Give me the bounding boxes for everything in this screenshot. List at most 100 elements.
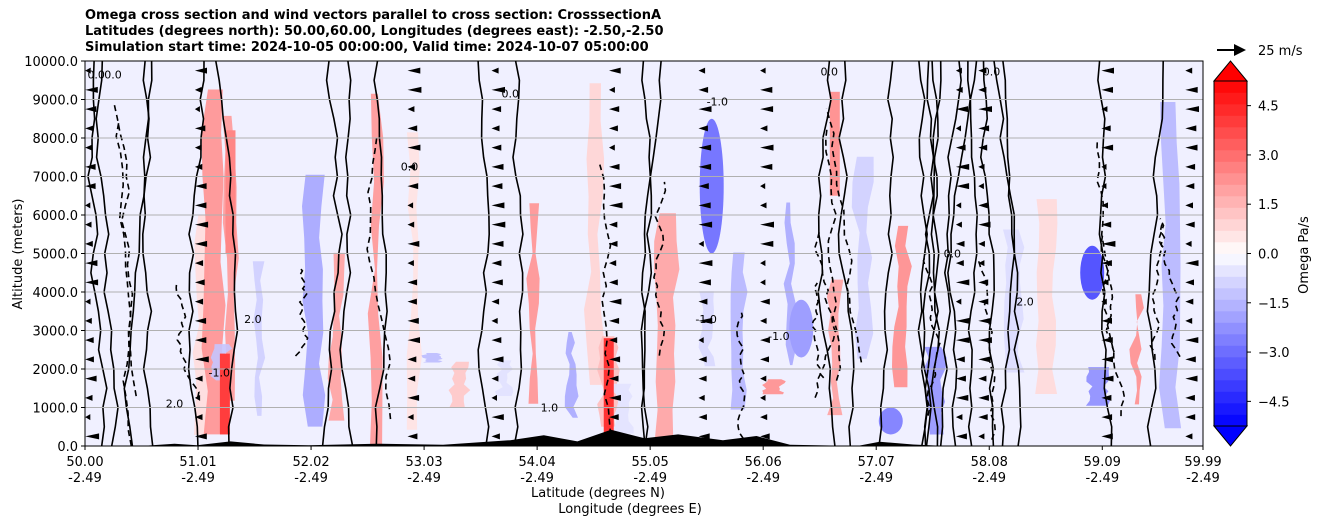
wind-vector — [85, 375, 97, 382]
wind-vector — [1185, 298, 1194, 305]
wind-vector — [698, 67, 706, 74]
contour-label: 2.0 — [166, 398, 184, 411]
wind-vector — [1101, 260, 1112, 267]
contour-label: 0.0 — [401, 161, 419, 174]
wind-vector — [1101, 183, 1107, 190]
x-tick-label-lon: -2.49 — [746, 471, 780, 486]
wind-vector — [978, 144, 988, 151]
wind-vector — [491, 298, 500, 305]
wind-vector — [491, 414, 504, 421]
terrain-profile — [141, 429, 947, 446]
wind-vector — [609, 221, 618, 228]
positive-omega-region — [367, 93, 384, 446]
wind-vector — [85, 394, 93, 401]
colorbar: 4.5 3.0 1.5 0.0 −1.5 −3.0 −4.5 — [1212, 60, 1290, 447]
colorbar-segment — [1214, 288, 1247, 300]
x-tick-label-lat: 54.04 — [519, 455, 556, 470]
wind-vector — [760, 298, 770, 305]
colorbar-segment — [1214, 173, 1247, 185]
contour-label: 0.0 — [820, 66, 838, 79]
colorbar-segment — [1214, 311, 1247, 323]
negative-contour-line — [294, 265, 309, 357]
wind-vector — [85, 279, 99, 286]
wind-vector — [609, 356, 621, 363]
wind-vector — [194, 394, 201, 401]
wind-vector — [1101, 202, 1108, 209]
negative-omega-region — [851, 156, 874, 359]
wind-vector — [760, 221, 774, 228]
positive-omega-region — [762, 379, 786, 395]
wind-vector — [978, 337, 992, 344]
contour-label: 0.0 — [944, 247, 962, 260]
strong-negative-core — [878, 407, 903, 435]
wind-vector — [1185, 394, 1195, 401]
x-tick-label-lat: 52.02 — [292, 455, 329, 470]
colorbar-segment — [1214, 403, 1247, 415]
wind-vector — [1185, 106, 1199, 113]
wind-vector — [85, 106, 97, 113]
negative-omega-region — [421, 353, 443, 363]
wind-vector — [194, 317, 207, 324]
wind-vector — [1101, 394, 1112, 401]
y-tick-label: 1000.0 — [33, 402, 79, 417]
wind-vector — [85, 125, 94, 132]
wind-vector — [85, 298, 91, 305]
wind-vector — [760, 375, 767, 382]
x-tick-label-lat: 58.08 — [971, 455, 1008, 470]
wind-vector — [760, 202, 767, 209]
wind-vector — [978, 163, 985, 170]
wind-vector — [955, 375, 966, 382]
negative-contour-line — [824, 126, 842, 381]
wind-vector — [955, 260, 964, 267]
wind-vector — [1185, 221, 1195, 228]
wind-vector — [760, 414, 768, 421]
wind-vector — [955, 279, 970, 286]
y-tick-label: 10000.0 — [24, 55, 78, 70]
strong-positive-core — [603, 338, 614, 439]
colorbar-tick-label: −1.5 — [1258, 297, 1290, 312]
negative-contour-line — [1096, 138, 1115, 353]
wind-vector — [407, 337, 420, 344]
contour-label: 0.0 — [983, 66, 1001, 79]
wind-vector — [491, 144, 502, 151]
wind-vector — [609, 86, 615, 93]
wind-vector — [698, 356, 707, 363]
wind-vector — [760, 337, 770, 344]
positive-omega-region — [327, 252, 345, 421]
wind-vector — [1185, 67, 1193, 74]
wind-vector — [491, 337, 502, 344]
negative-contour-line — [922, 252, 942, 416]
wind-vector — [194, 375, 203, 382]
wind-vector — [760, 86, 773, 93]
wind-vector — [698, 394, 705, 401]
colorbar-segment — [1214, 184, 1247, 197]
negative-contour-line — [1100, 233, 1126, 417]
y-tick-label: 4000.0 — [33, 286, 79, 301]
wind-vector — [407, 67, 421, 74]
wind-vector — [1101, 279, 1109, 286]
wind-vector — [194, 202, 207, 209]
wind-vector — [407, 183, 419, 190]
x-tick-label-lon: -2.49 — [407, 471, 441, 486]
wind-vector — [491, 106, 502, 113]
chart-title-line-3: Simulation start time: 2024-10-05 00:00:… — [85, 40, 649, 55]
x-tick-label-lat: 55.05 — [632, 455, 669, 470]
y-axis: 0.0 1000.0 2000.0 3000.0 4000.0 5000.0 6000.0 7… — [24, 55, 85, 455]
wind-vector — [407, 375, 416, 382]
wind-vector — [407, 202, 414, 209]
wind-vector — [194, 221, 209, 228]
wind-vector — [85, 240, 93, 247]
contour-label: -1.0 — [209, 367, 230, 380]
colorbar-segment — [1214, 196, 1247, 208]
wind-vector — [698, 125, 708, 132]
positive-omega-region — [1035, 199, 1058, 394]
wind-vector — [698, 86, 709, 93]
wind-vector — [1185, 414, 1196, 421]
colorbar-segment — [1214, 368, 1247, 381]
x-tick-label-lat: 56.06 — [745, 455, 782, 470]
wind-vector — [194, 125, 206, 132]
colorbar-tick-label: 0.0 — [1258, 248, 1279, 263]
wind-vector — [85, 356, 94, 363]
wind-vector — [407, 433, 418, 440]
colorbar-segment — [1214, 104, 1247, 116]
